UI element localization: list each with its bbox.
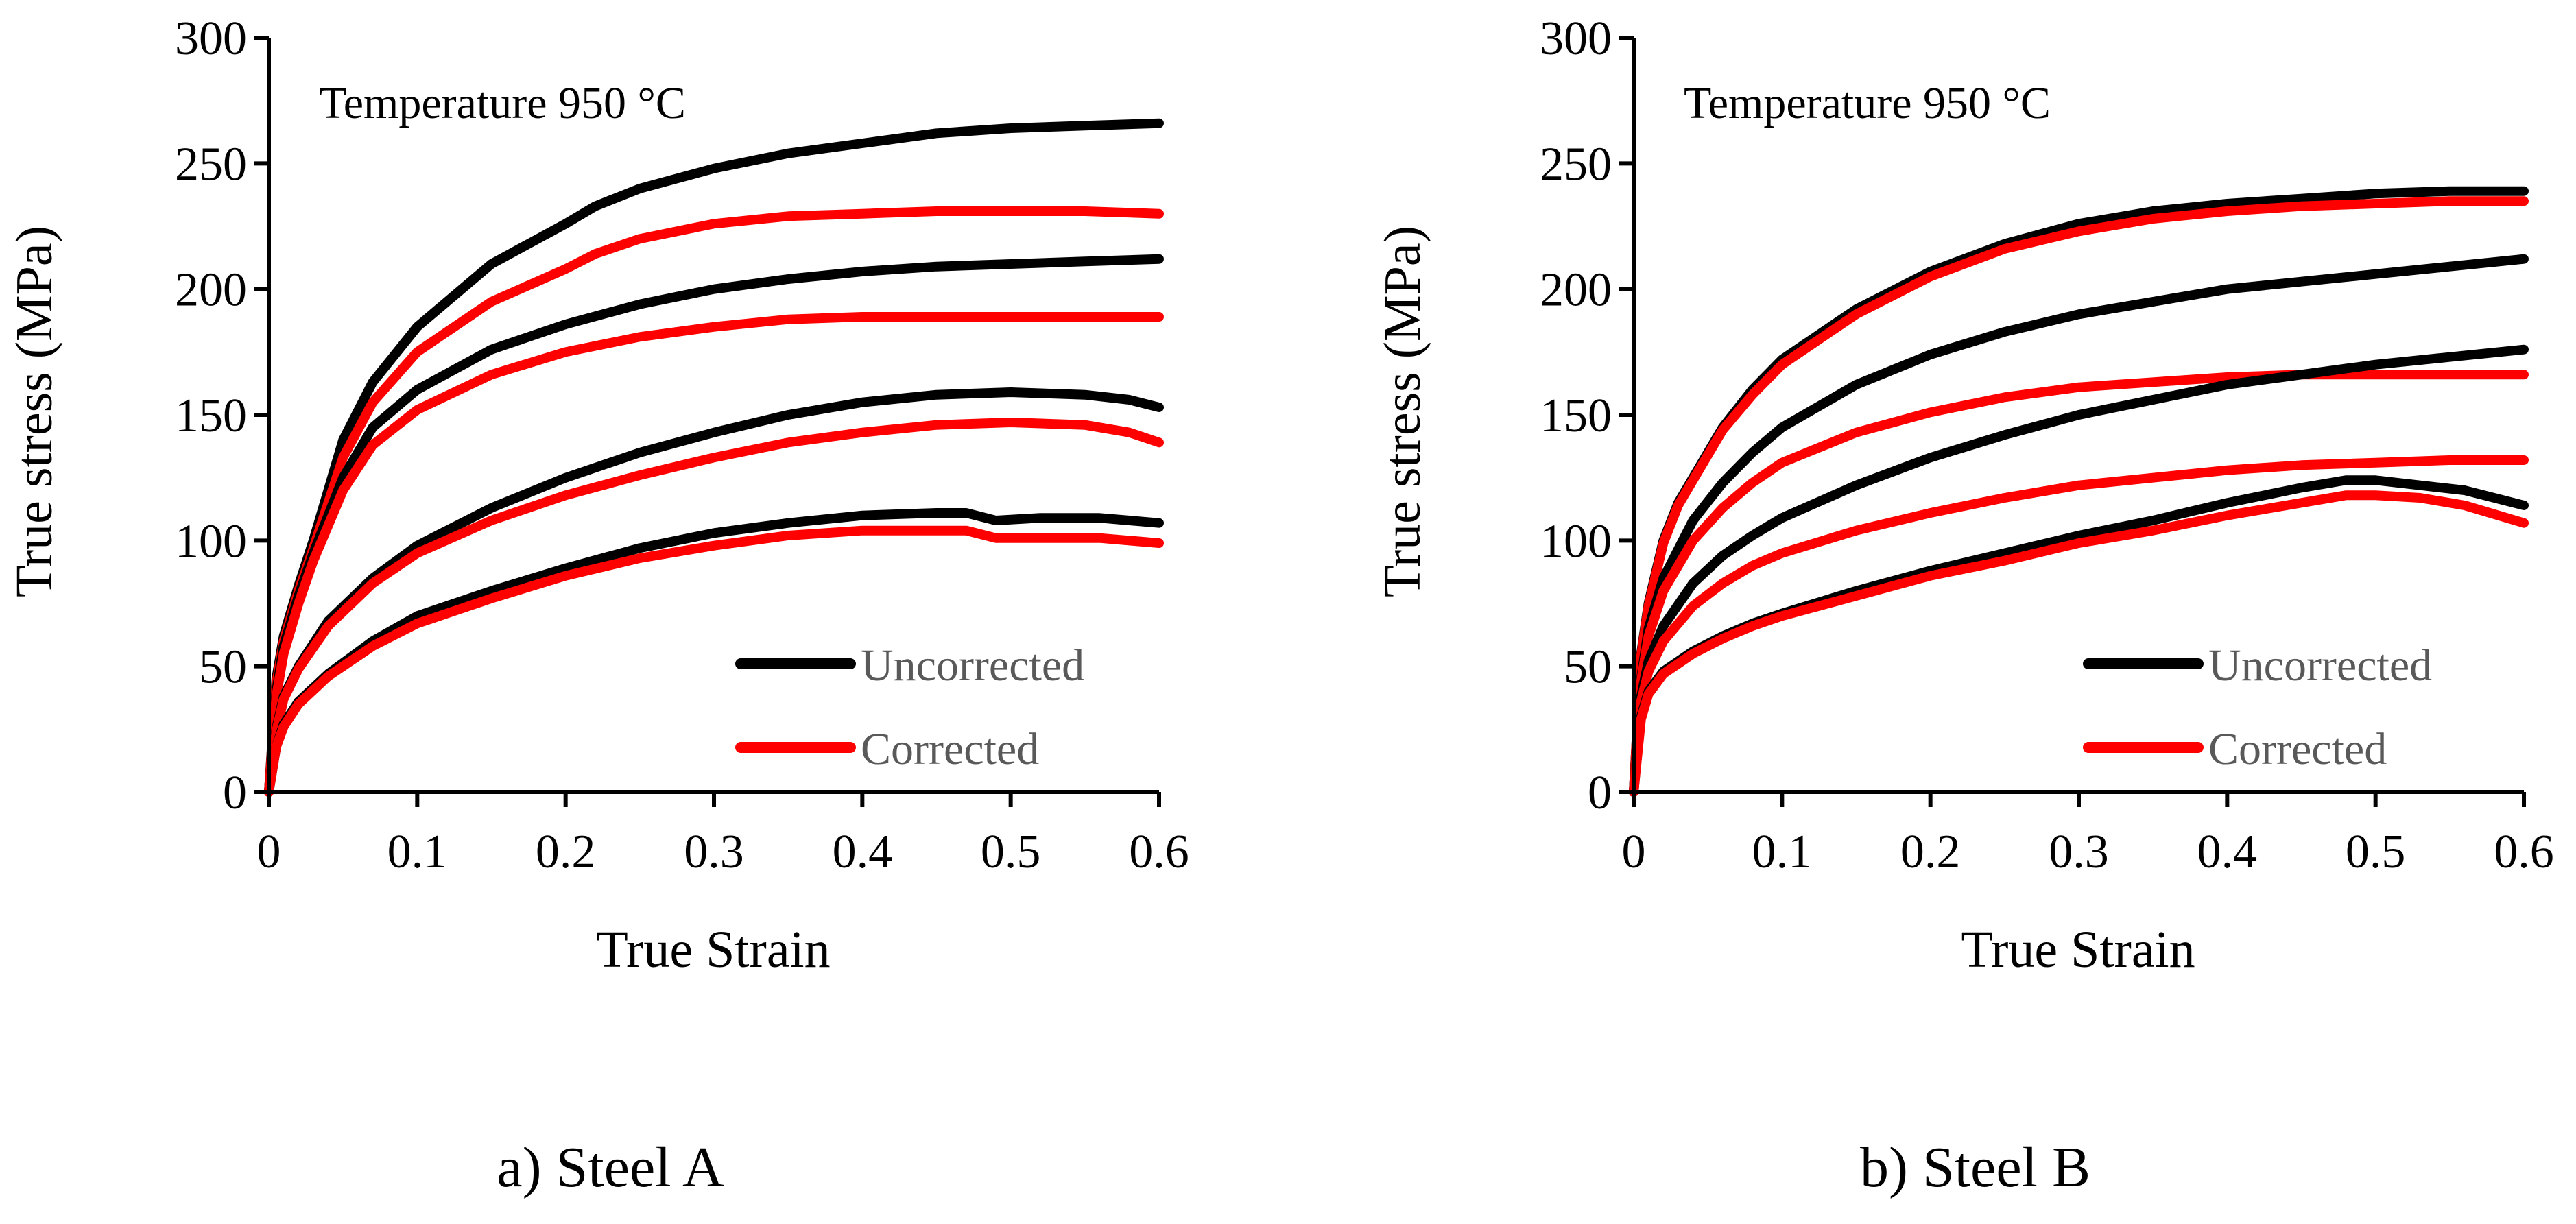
x-axis-title: True Strain: [596, 921, 830, 979]
y-tick-label: 150: [1540, 389, 1612, 442]
y-tick-labels: 0 50 100 150 200 250 300: [1540, 12, 1612, 819]
series-layer: [264, 118, 1164, 797]
y-tick-label: 0: [223, 767, 247, 819]
legend-label-corrected: Corrected: [861, 724, 1039, 774]
axes: [1619, 36, 2526, 807]
series-layer: [1629, 186, 2529, 797]
x-tick-label: 0: [1622, 826, 1646, 878]
y-tick-label: 300: [175, 12, 247, 65]
series-line-corrected-3: [264, 418, 1164, 797]
chart-panel-steel-b: 0 50 100 150 200 250 300 0 0.1 0.2 0.3 0.4 0.5 0.6 T…: [1374, 12, 2554, 1199]
y-tick-label: 100: [175, 515, 247, 568]
series-line-uncorrected-3: [1629, 344, 2529, 797]
y-tick-label: 200: [175, 264, 247, 317]
y-tick-label: 250: [175, 138, 247, 191]
series-line-corrected-4: [1629, 490, 2529, 797]
figure-caption: b) Steel B: [1860, 1136, 2090, 1199]
y-tick-label: 150: [175, 389, 247, 442]
series-line-corrected-4: [264, 525, 1164, 797]
y-tick-label: 50: [1564, 641, 1612, 694]
y-axis-title: True stress (MPa): [5, 226, 63, 597]
y-axis-title: True stress (MPa): [1374, 226, 1431, 597]
x-axis-title: True Strain: [1961, 921, 2195, 979]
x-tick-labels: 0 0.1 0.2 0.3 0.4 0.5 0.6: [257, 826, 1189, 878]
legend: Uncorrected Corrected: [2083, 640, 2432, 774]
legend: Uncorrected Corrected: [735, 640, 1084, 774]
series-line-corrected-2: [264, 312, 1164, 797]
y-tick-label: 50: [199, 641, 247, 694]
x-tick-label: 0.6: [2494, 826, 2554, 878]
x-tick-label: 0.4: [2197, 826, 2258, 878]
x-tick-label: 0.2: [536, 826, 596, 878]
x-tick-label: 0: [257, 826, 281, 878]
temperature-annotation: Temperature 950 °C: [1684, 78, 2051, 128]
chart-panel-steel-a: 0 50 100 150 200 250 300 0 0.1 0.2 0.3 0.4 0.5 0.6 T…: [5, 12, 1189, 1199]
axes: [254, 36, 1161, 807]
y-tick-label: 100: [1540, 515, 1612, 568]
series-line-corrected-1: [1629, 196, 2529, 797]
x-tick-label: 0.4: [833, 826, 893, 878]
x-tick-label: 0.3: [2049, 826, 2109, 878]
x-tick-label: 0.5: [2346, 826, 2406, 878]
temperature-annotation: Temperature 950 °C: [319, 78, 686, 128]
x-tick-label: 0.5: [981, 826, 1041, 878]
y-tick-label: 250: [1540, 138, 1612, 191]
x-tick-label: 0.6: [1129, 826, 1189, 878]
x-tick-label: 0.1: [1752, 826, 1813, 878]
y-tick-labels: 0 50 100 150 200 250 300: [175, 12, 247, 819]
figure-caption: a) Steel A: [497, 1136, 724, 1199]
legend-label-uncorrected: Uncorrected: [2208, 640, 2432, 691]
series-line-corrected-1: [264, 206, 1164, 797]
y-tick-label: 0: [1588, 767, 1612, 819]
x-tick-label: 0.3: [684, 826, 744, 878]
legend-label-uncorrected: Uncorrected: [861, 640, 1084, 691]
legend-label-corrected: Corrected: [2208, 724, 2387, 774]
x-tick-label: 0.2: [1900, 826, 1961, 878]
y-tick-label: 200: [1540, 264, 1612, 317]
x-tick-labels: 0 0.1 0.2 0.3 0.4 0.5 0.6: [1622, 826, 2554, 878]
series-line-corrected-3: [1629, 455, 2529, 797]
x-tick-label: 0.1: [387, 826, 448, 878]
y-tick-label: 300: [1540, 12, 1612, 65]
